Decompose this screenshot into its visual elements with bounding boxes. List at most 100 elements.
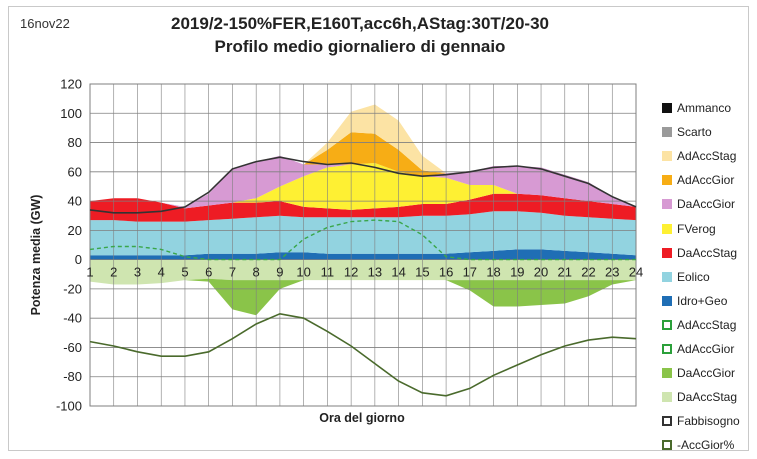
legend-item-4: DaAccGior: [662, 192, 757, 216]
y-tick-label: -40: [63, 311, 82, 326]
legend-swatch: [662, 223, 672, 234]
x-tick-label: 20: [534, 265, 548, 280]
legend-item-8: Idro+Geo: [662, 289, 757, 313]
legend-label: AdAccGior: [677, 173, 735, 188]
grid-layer: [89, 83, 637, 407]
x-tick-label: 11: [321, 265, 335, 280]
x-tick-label: 10: [296, 265, 310, 280]
pos-area-0-idro-geo: [90, 249, 636, 260]
x-tick-label: 24: [629, 265, 643, 280]
y-tick-label: -80: [63, 369, 82, 384]
area-layer: [90, 104, 636, 316]
legend-swatch: [662, 151, 672, 162]
y-tick-label: -100: [56, 399, 82, 414]
legend-swatch: [662, 392, 672, 403]
legend-item-14: -AccGior%: [662, 433, 757, 457]
line-series-adaccgior: [89, 219, 636, 261]
legend-swatch: [662, 440, 672, 451]
legend-label: Ammanco: [677, 101, 732, 116]
legend-item-13: Fabbisogno: [662, 409, 757, 433]
x-tick-label: 15: [415, 265, 429, 280]
legend-swatch: [662, 103, 672, 114]
legend-item-6: DaAccStag: [662, 241, 757, 265]
legend-item-3: AdAccGior: [662, 168, 757, 192]
legend: Ammanco Scarto AdAccStag AdAccGior DaAccGior…: [662, 96, 757, 457]
x-tick-label: 7: [229, 265, 236, 280]
pos-area-1-eolico: [90, 211, 636, 256]
line-series-fabbisogno: [89, 156, 637, 214]
legend-item-1: Scarto: [662, 120, 757, 144]
legend-swatch: [662, 343, 672, 354]
legend-label: -AccGior%: [677, 438, 735, 453]
x-tick-label: 13: [368, 265, 382, 280]
pos-area-3-fverog: [90, 163, 636, 210]
x-tick-label: 12: [344, 265, 358, 280]
chart-title: 2019/2-150%FER,E160T,acc6h,AStag:30T/20-…: [171, 14, 549, 33]
x-tick-label: 9: [276, 265, 283, 280]
legend-item-0: Ammanco: [662, 96, 757, 120]
neg-area-0-daaccstag: [90, 259, 636, 285]
x-tick-label: 2: [110, 265, 117, 280]
x-tick-label: 17: [463, 265, 477, 280]
legend-label: DaAccGior: [677, 197, 736, 212]
y-tick-label: 60: [68, 164, 82, 179]
legend-swatch: [662, 368, 672, 379]
legend-swatch: [662, 175, 672, 186]
x-tick-label: 18: [486, 265, 500, 280]
legend-item-12: DaAccStag: [662, 385, 757, 409]
x-tick-label: 16: [439, 265, 453, 280]
legend-label: DaAccStag: [677, 390, 738, 405]
line-layer: [89, 156, 637, 397]
x-tick-label: 5: [181, 265, 188, 280]
legend-label: AdAccGior: [677, 341, 735, 356]
legend-label: Idro+Geo: [677, 293, 728, 308]
y-tick-label: 80: [68, 135, 82, 150]
y-tick-label: -60: [63, 340, 82, 355]
legend-swatch: [662, 271, 672, 282]
pos-area-5-adaccgior: [90, 132, 636, 207]
legend-item-7: Eolico: [662, 265, 757, 289]
chart-subtitle: Profilo medio giornaliero di gennaio: [214, 37, 506, 56]
x-tick-label: 21: [558, 265, 572, 280]
x-tick-label: 19: [510, 265, 524, 280]
legend-swatch: [662, 295, 672, 306]
legend-item-2: AdAccStag: [662, 144, 757, 168]
y-tick-label: 0: [75, 252, 82, 267]
y-tick-label: 40: [68, 194, 82, 209]
legend-label: Eolico: [677, 269, 710, 284]
legend-item-10: AdAccGior: [662, 337, 757, 361]
x-tick-label: 3: [134, 265, 141, 280]
legend-label: AdAccStag: [677, 317, 737, 332]
legend-swatch: [662, 416, 672, 427]
legend-swatch: [662, 319, 672, 330]
x-tick-label: 23: [605, 265, 619, 280]
line-series--accgior-: [89, 312, 637, 397]
x-tick-label: 1: [86, 265, 93, 280]
legend-swatch: [662, 199, 672, 210]
y-tick-label: 100: [60, 106, 82, 121]
legend-label: AdAccStag: [677, 149, 737, 164]
x-tick-label: 22: [581, 265, 595, 280]
legend-label: Fabbisogno: [677, 414, 740, 429]
date-stamp: 16nov22: [20, 16, 70, 31]
x-tick-label: 14: [391, 265, 405, 280]
legend-label: FVerog: [677, 221, 716, 236]
pos-area-4-daaccgior: [90, 155, 636, 209]
pos-area-6-adaccstag: [90, 104, 636, 207]
x-tick-label: 8: [253, 265, 260, 280]
y-tick-label: 20: [68, 223, 82, 238]
plot-area-border: [89, 83, 637, 407]
legend-item-11: DaAccGior: [662, 361, 757, 385]
neg-area-1-daaccgior: [90, 278, 636, 316]
legend-label: DaAccGior: [677, 366, 736, 381]
y-tick-label: 120: [60, 77, 82, 92]
legend-item-9: AdAccStag: [662, 313, 757, 337]
legend-item-5: FVerog: [662, 216, 757, 240]
y-axis-label: Potenza media (GW): [29, 195, 43, 316]
legend-swatch: [662, 247, 672, 258]
y-tick-label: -20: [63, 281, 82, 296]
legend-label: DaAccStag: [677, 245, 738, 260]
x-axis-label: Ora del giorno: [319, 411, 405, 425]
